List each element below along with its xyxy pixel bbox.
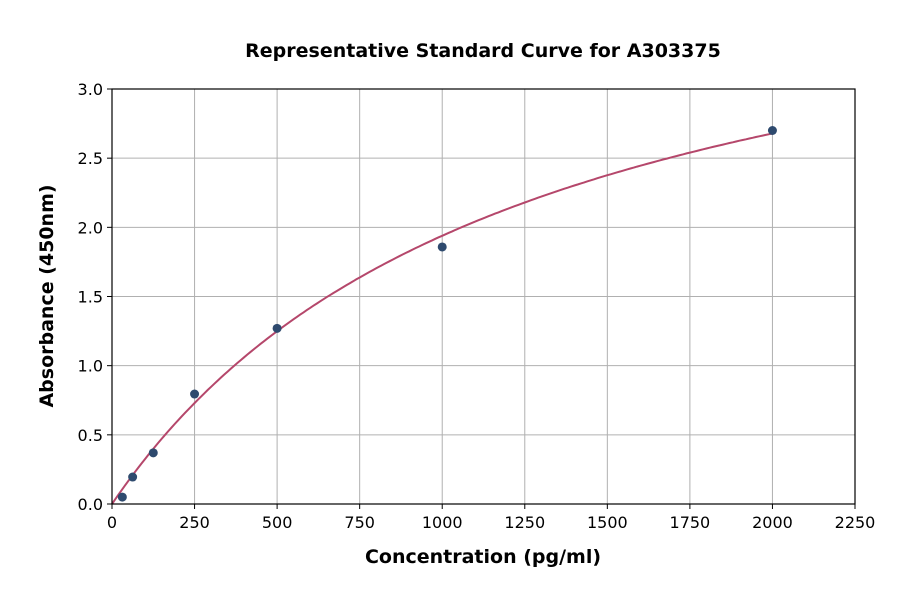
- x-tick-label: 2000: [752, 513, 793, 532]
- x-tick-label: 2250: [835, 513, 876, 532]
- data-points: [117, 126, 777, 502]
- data-point: [767, 126, 777, 135]
- y-tick-label: 3.0: [78, 80, 103, 99]
- y-tick-label: 0.0: [78, 495, 103, 514]
- axis-ticks: 0 250 500 750 1000 1250 1500 1750 2000 2250 0.0 0.5…: [78, 80, 876, 532]
- y-tick-label: 2.5: [78, 149, 103, 168]
- x-tick-label: 500: [262, 513, 293, 532]
- x-tick-label: 1500: [587, 513, 628, 532]
- x-axis-label: Concentration (pg/ml): [365, 546, 601, 568]
- data-point: [117, 492, 127, 502]
- y-axis-label: Absorbance (450nm): [36, 184, 58, 407]
- x-tick-label: 750: [344, 513, 375, 532]
- fit-curve: [111, 132, 773, 505]
- x-tick-label: 250: [179, 513, 210, 532]
- data-point: [128, 472, 138, 482]
- chart-title: Representative Standard Curve for A30337…: [245, 40, 721, 62]
- x-tick-label: 1750: [670, 513, 711, 532]
- y-tick-label: 2.0: [78, 218, 103, 237]
- y-tick-label: 0.5: [78, 426, 103, 445]
- x-tick-label: 1250: [504, 513, 545, 532]
- data-point: [437, 242, 447, 252]
- data-point: [272, 323, 282, 333]
- data-point: [190, 389, 200, 399]
- y-tick-label: 1.0: [78, 357, 103, 376]
- grid: [111, 88, 856, 505]
- plot-frame: [111, 88, 856, 505]
- y-tick-label: 1.5: [78, 288, 103, 307]
- data-point: [148, 448, 158, 458]
- x-tick-label: 1000: [422, 513, 463, 532]
- x-tick-label: 0: [107, 513, 117, 532]
